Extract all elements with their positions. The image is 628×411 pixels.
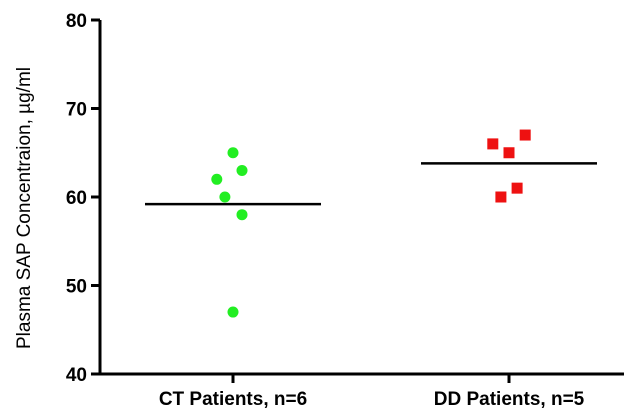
data-point-square [511, 182, 523, 194]
x-axis: CT Patients, n=6 DD Patients, n=5 [98, 372, 624, 410]
data-point-square [487, 138, 499, 150]
data-point-square [495, 191, 507, 203]
data-points [211, 129, 531, 318]
y-axis: 40 50 60 70 80 [66, 11, 102, 386]
y-tick-label: 60 [66, 188, 87, 209]
data-point-circle [219, 191, 231, 203]
data-point-circle [211, 173, 223, 185]
data-point-circle [236, 209, 248, 221]
y-tick-label: 70 [66, 100, 87, 121]
x-category-label: CT Patients, n=6 [159, 389, 307, 410]
data-point-square [503, 147, 515, 159]
mean-lines [145, 162, 597, 206]
data-point-circle [227, 306, 239, 318]
y-tick-label: 80 [66, 11, 87, 32]
data-point-square [519, 129, 531, 141]
x-category-label: DD Patients, n=5 [434, 389, 585, 410]
y-tick-label: 50 [66, 277, 87, 298]
y-axis-label: Plasma SAP Concentraion, µg/ml [14, 67, 35, 349]
data-point-circle [227, 147, 239, 159]
y-tick-label: 40 [66, 365, 87, 386]
data-point-circle [236, 164, 248, 176]
